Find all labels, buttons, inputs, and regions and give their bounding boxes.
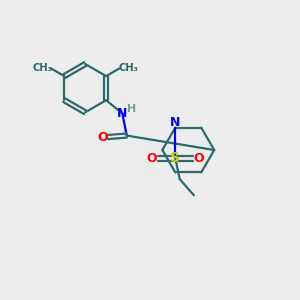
Text: S: S <box>170 152 180 166</box>
Text: O: O <box>194 152 204 165</box>
Text: CH₃: CH₃ <box>32 63 52 73</box>
Text: H: H <box>127 104 136 114</box>
Text: O: O <box>97 130 108 143</box>
Text: N: N <box>117 107 128 120</box>
Text: O: O <box>146 152 157 165</box>
Text: N: N <box>170 116 181 129</box>
Text: CH₃: CH₃ <box>118 63 138 73</box>
